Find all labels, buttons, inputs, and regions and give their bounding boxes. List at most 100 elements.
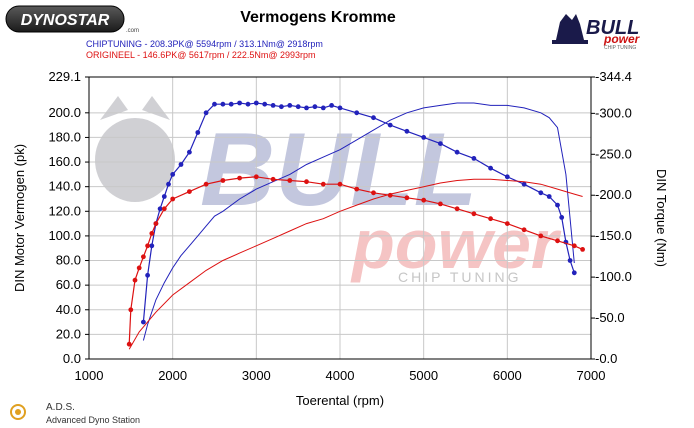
data-point-2 [141,254,146,260]
data-point-2 [421,197,427,203]
dynostar-logo: DYNOSTAR .com [5,5,139,34]
data-point-2 [253,174,259,180]
data-point-2 [149,231,155,236]
ads-label: A.D.S. [46,402,75,413]
dynostar-logo-text: DYNOSTAR [21,12,110,29]
data-point-0 [145,272,151,278]
data-point-2 [471,211,477,217]
ads-logo: A.D.S. Advanced Dyno Station [10,402,140,425]
data-point-0 [237,100,243,106]
x-tick-label: 4000 [326,368,355,383]
data-point-2 [170,196,176,202]
data-point-2 [304,179,309,185]
data-point-0 [212,101,217,107]
data-point-0 [262,101,268,107]
y-tick-label-right: -50.0 [595,310,625,325]
data-point-2 [153,221,159,227]
data-point-2 [454,206,460,212]
data-point-2 [538,233,544,239]
data-point-0 [555,202,560,208]
data-point-0 [295,104,301,110]
y-tick-label-left: 160.0 [48,154,81,169]
watermark-bull: BULL [200,112,477,228]
y-axis-label-left: DIN Motor Vermogen (pk) [12,144,27,292]
bull-icon [556,14,584,40]
data-point-2 [488,216,493,222]
ads-sun-icon [10,404,26,420]
data-point-2 [504,221,510,227]
data-point-2 [354,186,360,192]
plot-frame [88,76,592,360]
data-point-0 [228,101,234,107]
data-point-0 [421,135,427,140]
data-point-0 [312,104,318,110]
data-point-2 [320,181,326,187]
data-point-2 [126,341,132,347]
data-point-0 [567,258,573,263]
x-tick-label: 3000 [242,368,271,383]
data-point-0 [178,162,184,167]
data-point-0 [329,103,334,108]
data-point-2 [132,277,138,283]
data-point-0 [170,172,176,177]
watermark: BULL power CHIP TUNING [95,96,562,285]
data-point-2 [438,201,443,207]
y-tick-label-right: -300.0 [595,105,632,120]
legend-tuned: CHIPTUNING - 208.3PK@ 5594rpm / 313.1Nm@… [86,39,323,49]
y-tick-label-left: 80.0 [56,253,81,268]
data-point-2 [237,175,243,181]
bull-mascot-icon [95,118,175,202]
data-point-0 [141,319,146,325]
x-tick-label: 7000 [577,368,606,383]
bullpower-logo-bull: BULL [586,17,639,39]
data-point-2 [145,243,151,249]
data-point-0 [245,101,251,107]
y-tick-label-left: 60.0 [56,277,81,292]
data-point-0 [157,206,163,212]
data-point-0 [438,141,443,147]
data-point-2 [404,195,410,201]
x-axis-label: Toerental (rpm) [296,393,384,408]
data-point-0 [371,115,376,121]
data-point-0 [538,190,544,196]
bullpower-logo: BULL power CHIP TUNING [552,14,641,51]
data-point-2 [521,227,527,233]
y-tick-label-left: 120.0 [48,203,81,218]
data-point-0 [195,130,201,135]
y-tick-label-right: -250.0 [595,146,632,161]
y-tick-label-left: 229.1 [48,69,81,84]
x-tick-label: 1000 [75,368,104,383]
data-point-2 [220,178,226,183]
data-point-0 [404,128,410,134]
data-point-2 [128,307,134,313]
data-point-0 [454,149,460,155]
data-point-0 [270,103,276,108]
data-point-0 [488,165,493,171]
y-tick-label-right: -200.0 [595,187,632,202]
data-point-2 [270,176,276,182]
data-point-0 [304,105,309,111]
y-tick-label-left: 40.0 [56,302,81,317]
y-tick-label-left: 20.0 [56,326,81,341]
data-point-0 [287,103,293,108]
data-point-0 [149,243,155,249]
data-point-0 [203,110,209,116]
series-line-power-3 [128,178,583,350]
y-tick-label-right: -0.0 [595,351,617,366]
bullpower-logo-sub: CHIP TUNING [604,45,636,51]
data-point-0 [559,215,565,220]
y-tick-label-left: 0.0 [63,351,81,366]
x-tick-label: 2000 [158,368,187,383]
y-tick-label-left: 200.0 [48,105,81,120]
data-point-0 [161,194,167,199]
data-point-2 [571,243,577,249]
data-point-2 [187,189,192,195]
y-axis-label-right: DIN Torque (Nm) [654,169,669,267]
data-point-0 [253,100,259,106]
data-point-0 [546,194,552,199]
y-tick-label-left: 140.0 [48,179,81,194]
y-tick-label-right: -344.4 [595,69,632,84]
data-point-0 [354,110,360,116]
data-point-2 [371,190,376,196]
data-point-0 [471,156,477,161]
